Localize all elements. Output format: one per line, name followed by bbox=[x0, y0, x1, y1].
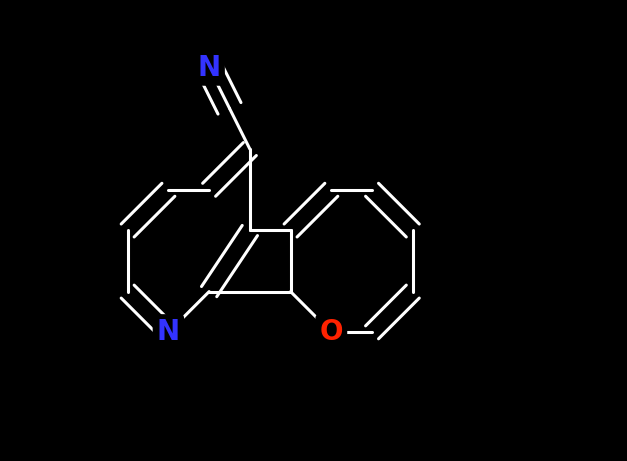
Text: N: N bbox=[198, 53, 221, 82]
Text: O: O bbox=[320, 319, 343, 346]
Text: N: N bbox=[157, 319, 180, 346]
